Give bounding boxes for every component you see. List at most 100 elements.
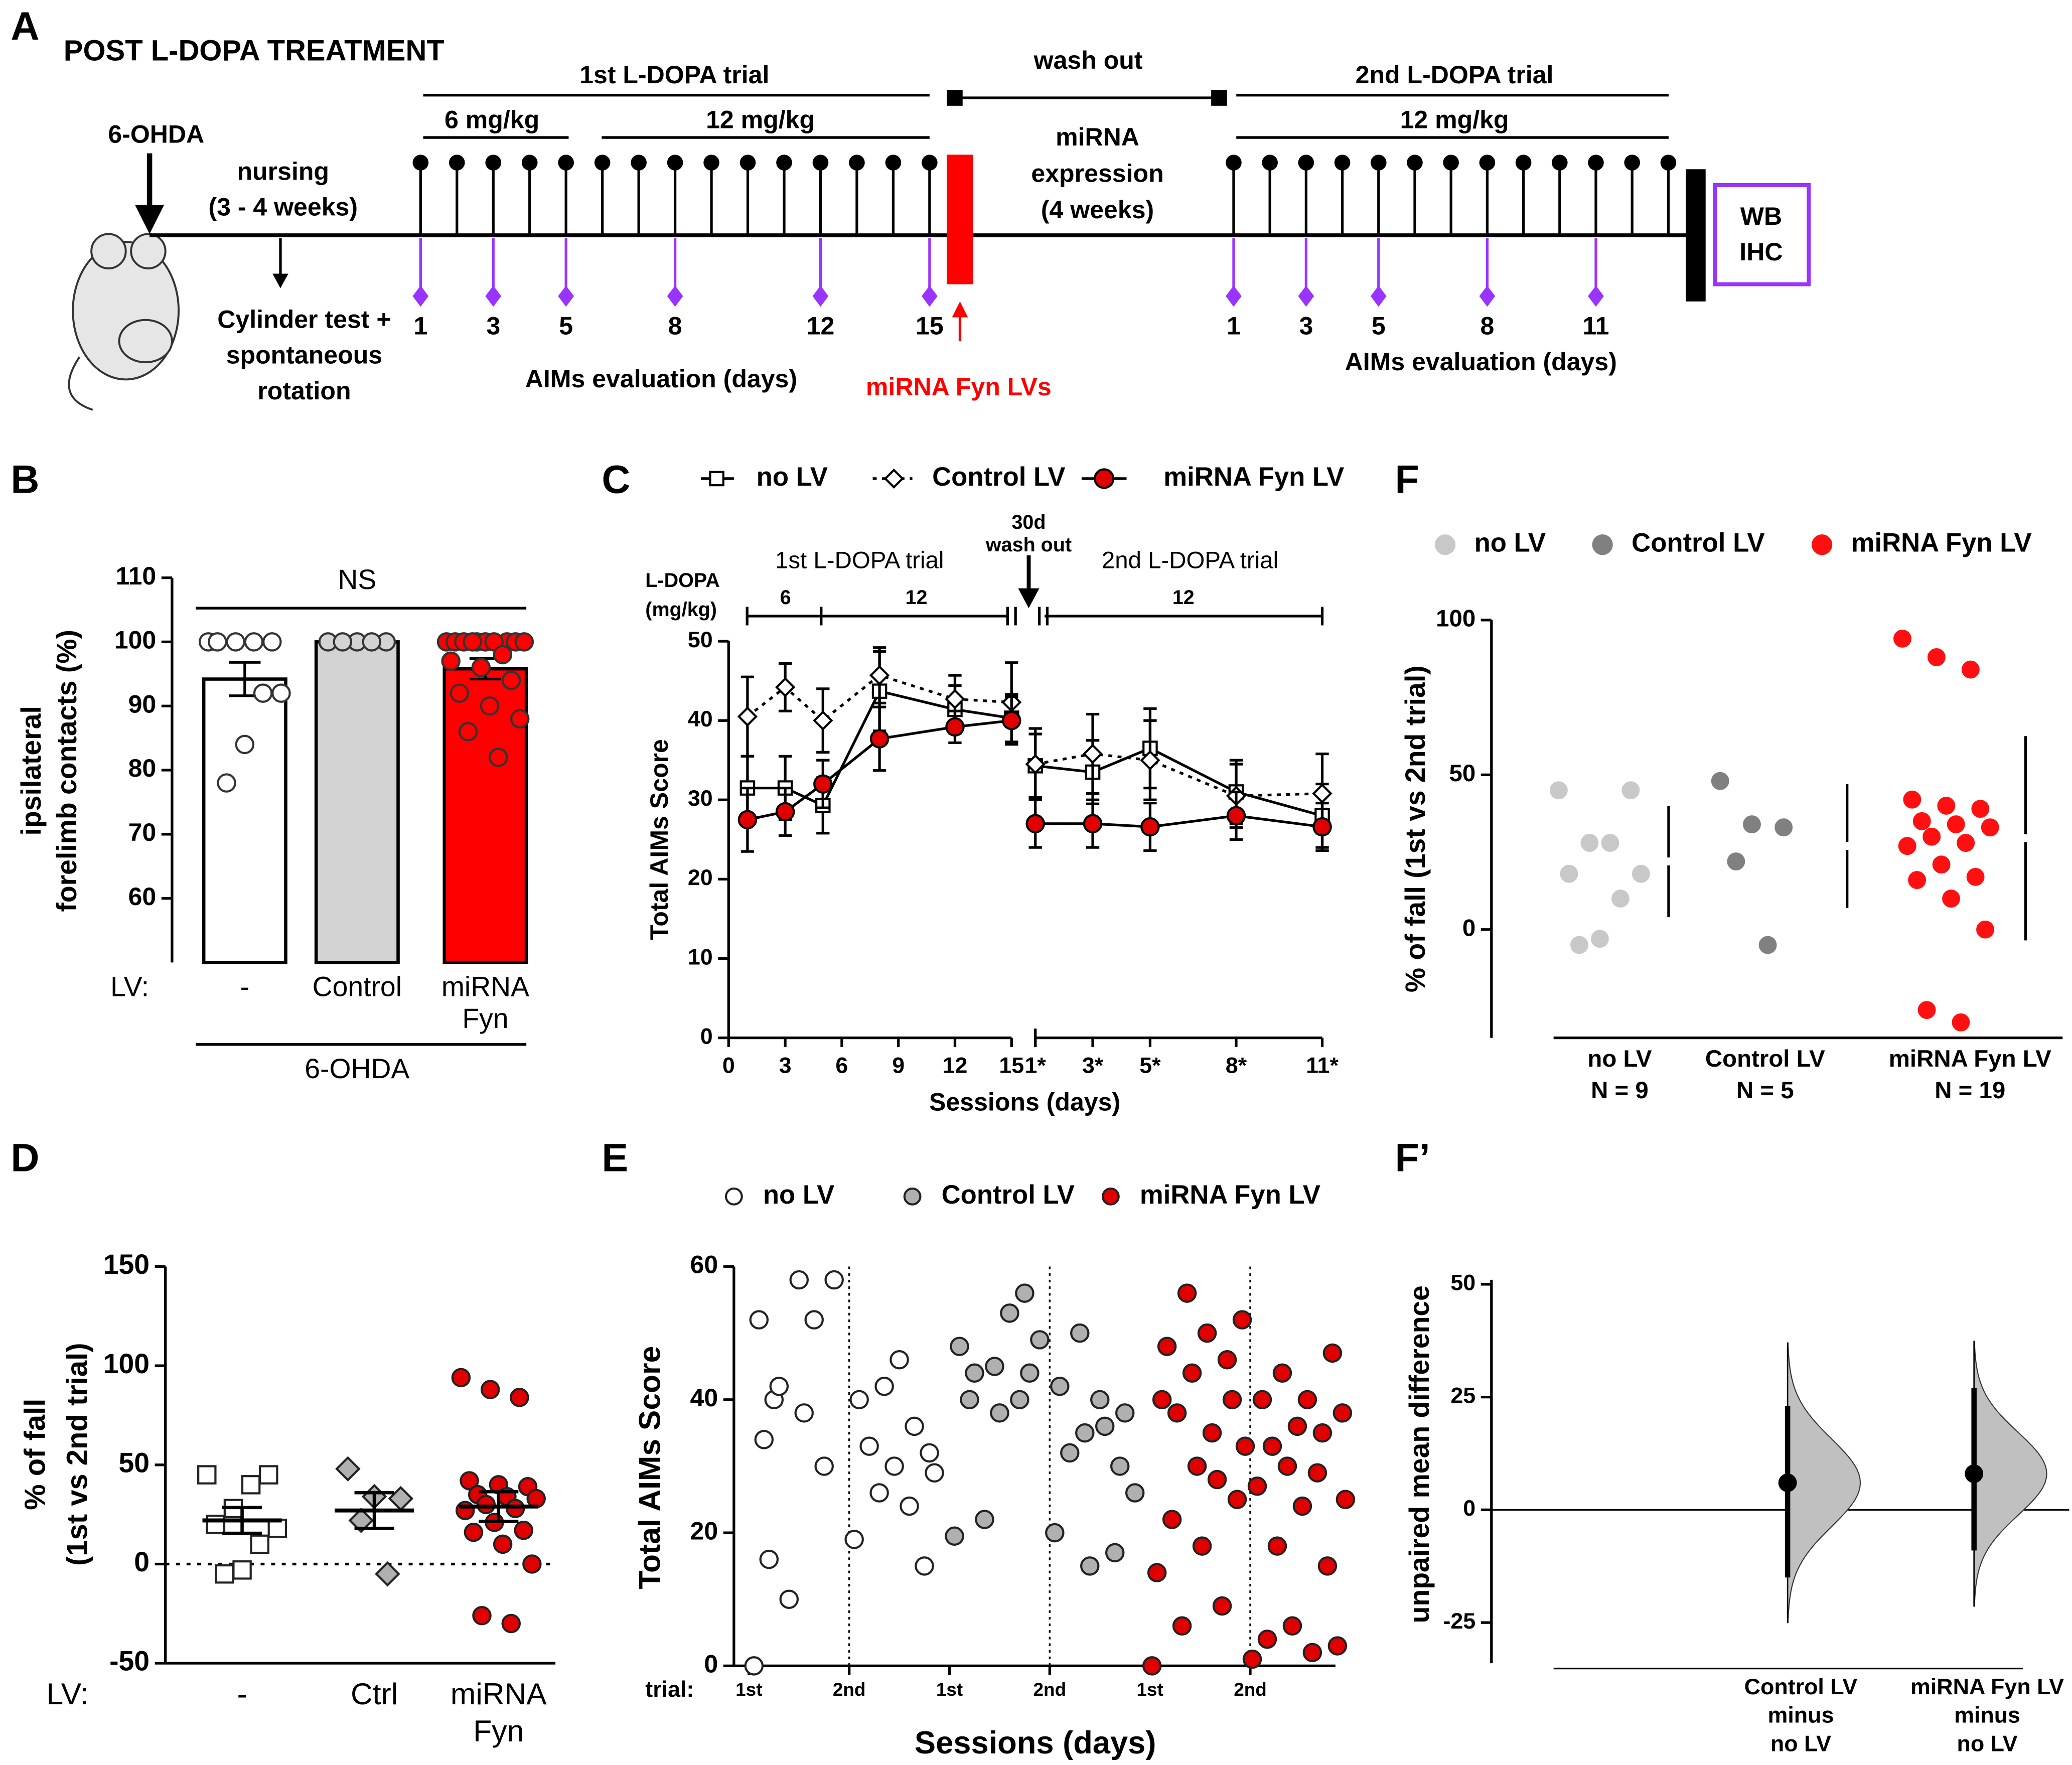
data-point [869, 665, 890, 686]
day-label: 5 [1372, 312, 1386, 340]
lesion-label: 6-OHDA [108, 120, 204, 149]
y-tick-label: 150 [103, 1249, 150, 1280]
x-tick-label: 1st [936, 1679, 963, 1700]
legend-label: Control LV [1632, 528, 1764, 558]
x-tick-label: - [240, 971, 249, 1002]
x-tick-label: no LV [1770, 1731, 1831, 1756]
session-pin-head [1588, 155, 1604, 171]
x-tick-label: 2nd [833, 1679, 866, 1700]
significance-label: NS [338, 564, 376, 595]
data-point [1157, 1337, 1177, 1356]
data-point [804, 1310, 824, 1330]
x-tick-label: 6 [835, 1053, 848, 1078]
session-pin-head [1298, 155, 1314, 171]
arrow-head [1018, 588, 1040, 609]
data-point [824, 1270, 844, 1290]
panel-letter: A [11, 4, 39, 48]
data-point [510, 709, 530, 728]
trial-label: 1st L-DOPA trial [775, 547, 944, 573]
y-tick-label: 50 [1450, 1270, 1475, 1295]
dose-axis-label: (mg/kg) [645, 599, 717, 621]
data-point [510, 1388, 529, 1407]
data-point [208, 632, 227, 652]
data-point [1207, 1469, 1227, 1490]
y-axis-label: % of fall (1st vs 2nd trial) [1400, 665, 1431, 992]
nursing-label: (3 - 4 weeks) [208, 193, 358, 221]
day-label: 1 [1227, 312, 1241, 340]
data-point [253, 683, 273, 703]
x-tick-label: no LV [1587, 1046, 1652, 1072]
data-point [1711, 772, 1729, 790]
y-tick-label: 80 [128, 754, 157, 782]
data-point [1922, 827, 1941, 846]
y-tick-label: 90 [128, 690, 157, 718]
legend-marker [709, 471, 724, 487]
data-point [1015, 1283, 1034, 1303]
expression-label: miRNA [1056, 123, 1139, 151]
data-point [271, 683, 291, 703]
data-point [814, 1456, 834, 1476]
evaluation-diamond [667, 285, 683, 307]
data-point [905, 1416, 924, 1436]
expression-label: expression [1031, 159, 1163, 187]
session-pin-head [1551, 155, 1568, 171]
data-point [920, 1443, 939, 1463]
session-pin-head [1515, 155, 1532, 171]
data-point [890, 1350, 909, 1370]
x-tick-label: 2nd [1033, 1679, 1067, 1700]
dose-axis-label: L-DOPA [645, 569, 720, 592]
session-pin-head [449, 155, 465, 171]
x-tick-label: 0 [722, 1053, 735, 1078]
data-point [925, 1463, 944, 1483]
data-point [1110, 1456, 1130, 1476]
data-point [945, 1526, 964, 1546]
legend-label: no LV [757, 462, 828, 492]
x-tick-label: N = 5 [1736, 1077, 1794, 1104]
data-point [232, 1560, 252, 1580]
x-tick-label: minus [1954, 1703, 2020, 1728]
data-point [1981, 818, 1999, 837]
group-label: LV: [110, 971, 149, 1002]
data-point [1952, 1013, 1970, 1032]
data-point [522, 1554, 542, 1574]
data-point [1262, 1436, 1282, 1456]
test-label: rotation [257, 377, 351, 405]
data-point [915, 1556, 934, 1576]
data-point [1167, 1403, 1187, 1423]
data-point [493, 645, 513, 665]
data-point [375, 1561, 400, 1587]
data-point [514, 1521, 533, 1540]
legend-label: no LV [763, 1180, 834, 1210]
data-point [1090, 1390, 1110, 1410]
panel-letter: F [1395, 457, 1419, 502]
day-label: 3 [486, 312, 500, 340]
x-axis-label: Sessions (days) [915, 1725, 1156, 1760]
y-axis-label: forelimb contacts (%) [51, 630, 82, 912]
data-point [1020, 1363, 1040, 1383]
session-pin-head [412, 155, 429, 171]
data-point [1083, 814, 1103, 833]
y-tick-label: -50 [109, 1646, 150, 1677]
data-point [1322, 1343, 1343, 1363]
evaluation-label: AIMs evaluation (days) [1345, 348, 1617, 376]
data-point [362, 632, 382, 652]
y-axis-label: Total AIMs Score [645, 739, 673, 940]
session-pin-head [849, 155, 865, 171]
data-point [869, 729, 890, 749]
legend-label: Control LV [932, 462, 1065, 492]
dose-label: 12 mg/kg [706, 106, 815, 134]
y-tick-label: 70 [128, 818, 157, 846]
data-point [493, 1534, 513, 1554]
x-tick-label: - [237, 1677, 247, 1711]
data-point [1550, 781, 1568, 800]
evaluation-diamond [812, 285, 829, 307]
x-tick-label: N = 9 [1591, 1077, 1649, 1104]
x-tick-label: 1st [735, 1679, 762, 1700]
data-point [794, 1403, 814, 1423]
test-label: spontaneous [226, 341, 382, 369]
data-point [1272, 1363, 1292, 1383]
data-point [1242, 1649, 1262, 1669]
data-point [1140, 817, 1160, 837]
